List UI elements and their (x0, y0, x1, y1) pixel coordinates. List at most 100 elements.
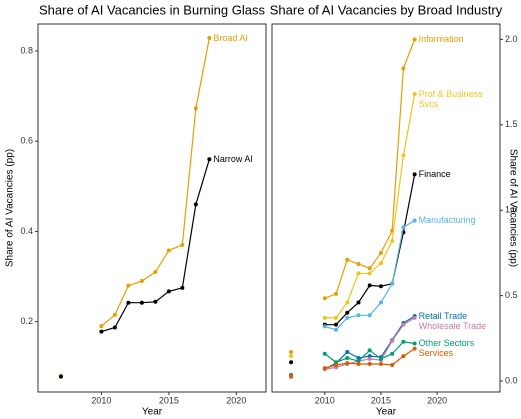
data-point (193, 202, 198, 207)
x-tick-label: 2020 (226, 395, 246, 405)
data-point (207, 157, 212, 162)
data-point (166, 248, 171, 253)
series-label-box: Other Sectors (418, 338, 475, 349)
data-point (345, 310, 350, 315)
series-line (101, 159, 210, 333)
series-line (101, 37, 210, 327)
data-point (356, 361, 361, 366)
data-point (322, 351, 327, 356)
data-point (378, 250, 383, 255)
data-point (334, 322, 339, 327)
data-point (412, 92, 417, 97)
data-point (180, 285, 185, 290)
data-point (367, 361, 372, 366)
series-label-box: Wholesale Trade (418, 321, 487, 332)
series-label: Broad AI (213, 32, 248, 43)
data-point (334, 363, 339, 368)
data-point (367, 266, 372, 271)
data-point (345, 257, 350, 262)
data-point (390, 363, 395, 368)
data-point (166, 289, 171, 294)
data-point (322, 366, 327, 371)
data-point (289, 350, 294, 355)
y-axis-title: Share of AI Vacancies (pp) (507, 149, 518, 267)
data-point (401, 153, 406, 158)
data-point (112, 325, 117, 330)
data-point (401, 339, 406, 344)
series-label: Services (418, 348, 454, 359)
data-point (153, 270, 158, 275)
data-point (390, 351, 395, 356)
data-point (289, 354, 294, 359)
data-point (112, 312, 117, 317)
data-point (367, 313, 372, 318)
data-point (390, 238, 395, 243)
data-point (367, 356, 372, 361)
panel-frame (271, 23, 501, 393)
data-point (345, 300, 350, 305)
y-tick-label: 2.0 (505, 34, 518, 44)
data-point (345, 356, 350, 361)
data-point (378, 261, 383, 266)
data-point (322, 324, 327, 329)
data-point (367, 283, 372, 288)
data-point (289, 360, 294, 365)
data-point (412, 346, 417, 351)
data-point (401, 322, 406, 327)
series-label-box: Broad AI (213, 32, 248, 43)
data-point (401, 66, 406, 71)
data-point (390, 281, 395, 286)
y-tick-label: 1.5 (505, 119, 518, 129)
data-point (334, 291, 339, 296)
y-tick-label: 0.0 (505, 375, 518, 385)
data-point (412, 37, 417, 42)
series-label-box: Manufacturing (418, 215, 476, 226)
series-label: Narrow AI (213, 154, 253, 165)
data-point (412, 172, 417, 177)
x-tick-label: 2020 (427, 395, 447, 405)
panel-title: Share of AI Vacancies in Burning Glass (39, 2, 265, 17)
data-point (322, 296, 327, 301)
series-label: Information (418, 34, 464, 45)
data-point (390, 338, 395, 343)
y-tick-label: 0.2 (20, 316, 33, 326)
y-tick-label: 1.0 (505, 205, 518, 215)
series-label-box: Retail Trade (419, 311, 468, 321)
data-point (356, 356, 361, 361)
series-label: Prof & Business Svcs (418, 89, 483, 110)
data-point (356, 271, 361, 276)
y-tick-label: 0.4 (20, 226, 33, 236)
data-point (378, 356, 383, 361)
data-point (289, 373, 294, 378)
x-axis-title: Year (142, 407, 163, 418)
data-point (99, 329, 104, 334)
data-point (356, 313, 361, 318)
y-tick-label: 0.8 (20, 45, 33, 55)
series-label: Wholesale Trade (418, 321, 487, 332)
data-point (367, 271, 372, 276)
data-point (153, 299, 158, 304)
panel-frame (37, 23, 267, 393)
data-point (193, 106, 198, 111)
series-label-box: Prof & Business Svcs (418, 89, 483, 110)
data-point (378, 284, 383, 289)
data-point (412, 218, 417, 223)
y-tick-label: 0.6 (20, 136, 33, 146)
data-point (345, 361, 350, 366)
series-label: Manufacturing (418, 215, 476, 226)
series-label: Other Sectors (418, 338, 475, 349)
data-point (207, 35, 212, 40)
data-point (356, 262, 361, 267)
data-point (334, 315, 339, 320)
x-tick-label: 2015 (371, 395, 391, 405)
data-point (356, 300, 361, 305)
data-point (401, 354, 406, 359)
data-point (412, 341, 417, 346)
data-point (401, 225, 406, 230)
data-point (378, 361, 383, 366)
data-point (139, 279, 144, 284)
series-label-box: Information (418, 34, 464, 45)
data-point (334, 327, 339, 332)
data-point (345, 315, 350, 320)
